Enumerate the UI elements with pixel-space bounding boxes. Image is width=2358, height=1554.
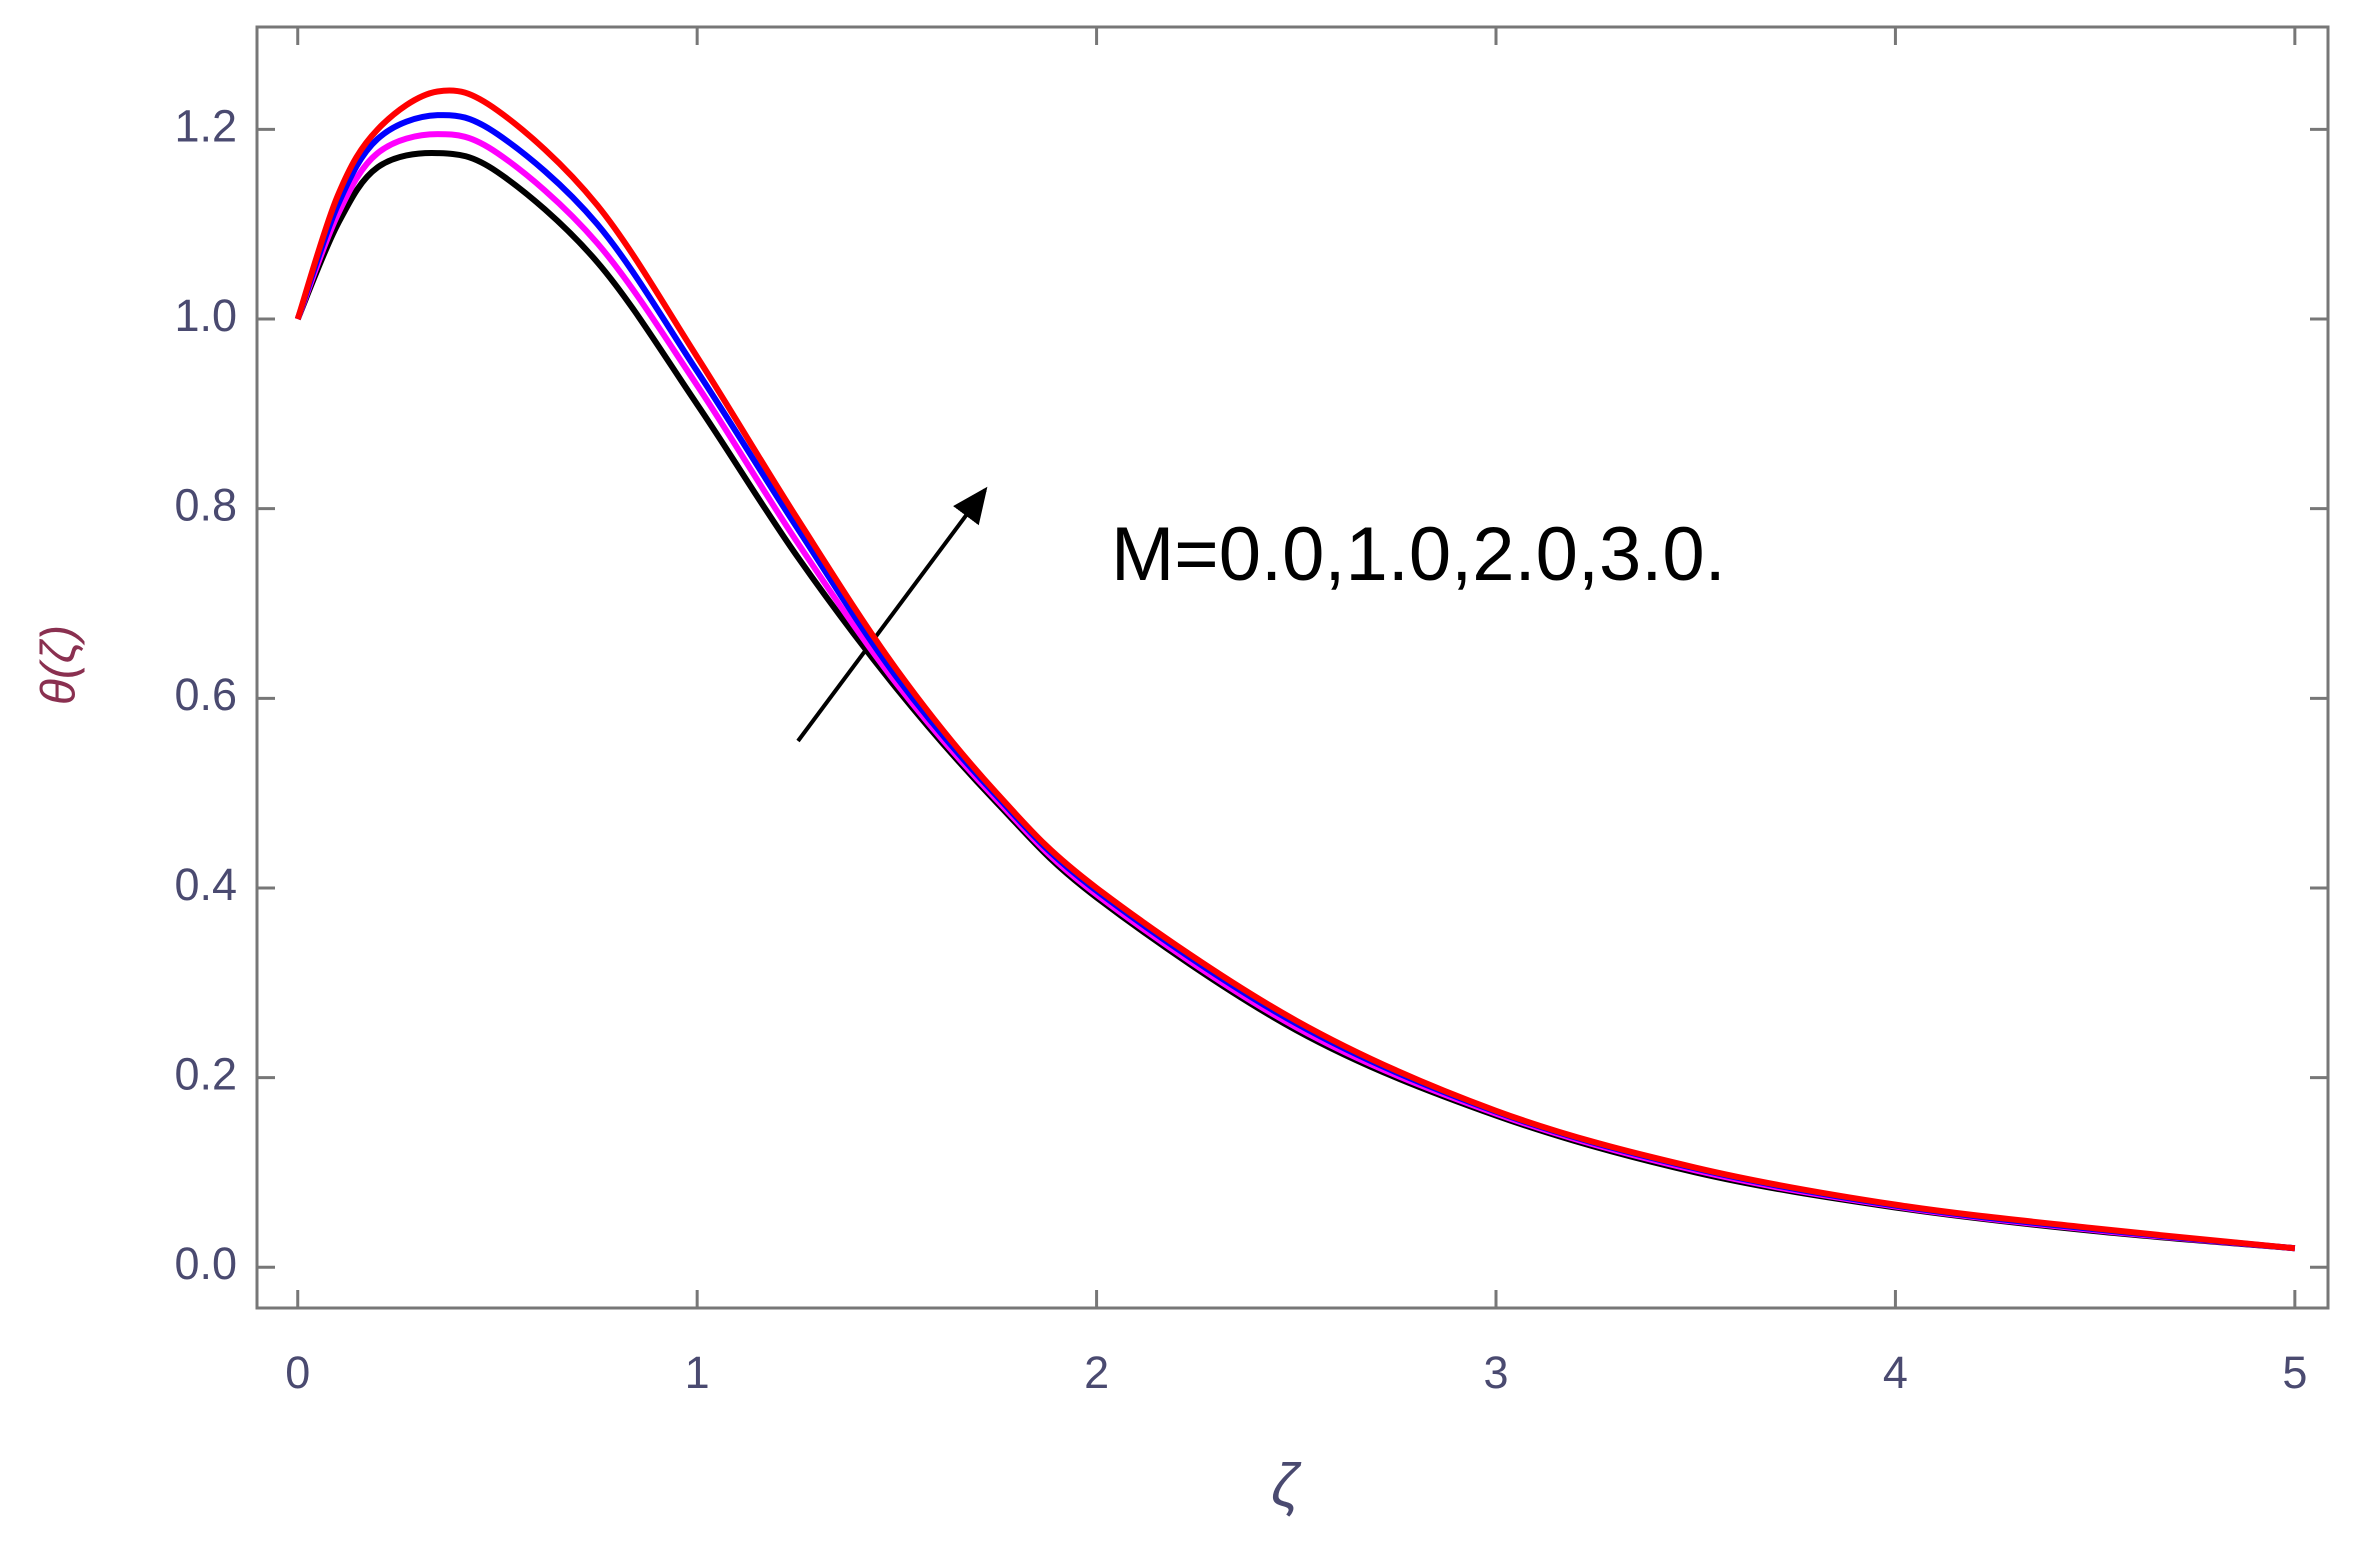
curve (294, 112, 2296, 1252)
x-tick-label: 0 (285, 1347, 310, 1398)
y-tick-label: 1.2 (174, 100, 237, 151)
annotation: M=0.0,1.0,2.0,3.0. (1111, 512, 1726, 597)
curve (294, 150, 2296, 1252)
plot-frame (255, 25, 2330, 1310)
curve (294, 87, 2296, 1252)
y-tick-label: 1.0 (174, 290, 237, 341)
x-tick-label: 5 (2282, 1347, 2307, 1398)
arrow (796, 486, 988, 743)
y-tick-label: 0.6 (174, 669, 237, 720)
y-tick-label: 0.0 (174, 1238, 237, 1289)
y-tick-label: 0.8 (174, 480, 237, 531)
x-tick-label: 2 (1084, 1347, 1109, 1398)
x-tick-label: 1 (685, 1347, 710, 1398)
x-axis-label: ζ (1271, 1452, 1302, 1519)
y-axis-label: θ(ζ) (33, 625, 86, 705)
x-tick-label: 3 (1483, 1347, 1508, 1398)
y-tick-label: 0.4 (174, 859, 237, 910)
x-tick-label: 4 (1883, 1347, 1908, 1398)
curve (294, 131, 2296, 1252)
y-tick-label: 0.2 (174, 1048, 237, 1099)
